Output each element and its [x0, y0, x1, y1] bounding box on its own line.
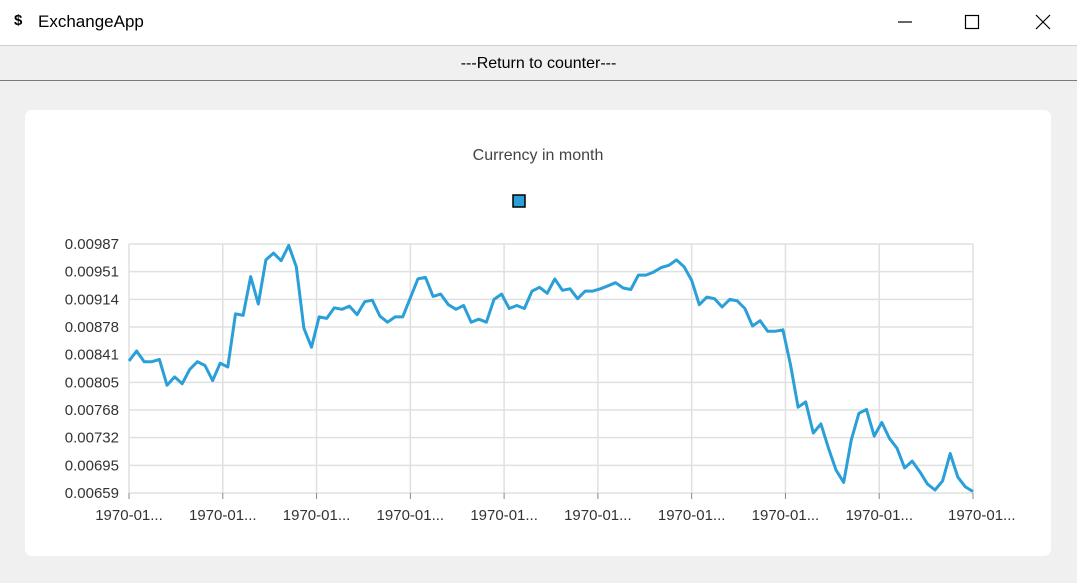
x-tick-label: 1970-01...	[658, 507, 726, 524]
chart-grid	[128, 243, 974, 499]
y-axis-ticks: 0.00987 0.00951 0.00914 0.00878 0.00841 0.008…	[65, 236, 119, 502]
minimize-button[interactable]	[882, 0, 928, 45]
x-axis-ticks: 1970-01... 1970-01... 1970-01... 1970-01...…	[95, 507, 1015, 524]
x-tick-label: 1970-01...	[564, 507, 632, 524]
chart-title: Currency in month	[473, 147, 604, 164]
x-tick-label: 1970-01...	[377, 507, 445, 524]
y-tick-label: 0.00695	[65, 457, 119, 474]
x-tick-label: 1970-01...	[189, 507, 257, 524]
window-title: ExchangeApp	[38, 12, 144, 31]
legend-marker[interactable]	[512, 194, 526, 208]
x-tick-label: 1970-01...	[845, 507, 913, 524]
y-tick-label: 0.00878	[65, 319, 119, 336]
y-tick-label: 0.00987	[65, 236, 119, 253]
maximize-button[interactable]	[949, 0, 995, 45]
dollar-icon: $	[14, 12, 23, 29]
y-tick-label: 0.00768	[65, 402, 119, 419]
x-tick-label: 1970-01...	[95, 507, 163, 524]
y-tick-label: 0.00951	[65, 264, 119, 281]
close-icon	[1035, 14, 1051, 30]
x-tick-label: 1970-01...	[283, 507, 351, 524]
currency-line-chart: Currency in month 0.009870.009510.009140…	[65, 147, 1016, 524]
return-to-counter-button[interactable]: ---Return to counter---	[0, 45, 1077, 81]
x-tick-label: 1970-01...	[752, 507, 820, 524]
maximize-icon	[964, 14, 980, 30]
y-tick-label: 0.00659	[65, 485, 119, 502]
y-tick-label: 0.00732	[65, 430, 119, 447]
x-tick-label: 1970-01...	[470, 507, 538, 524]
title-bar: $ ExchangeApp	[0, 0, 1077, 45]
close-button[interactable]	[1020, 0, 1066, 45]
y-tick-label: 0.00805	[65, 374, 119, 391]
chart-card: Currency in month 0.00987 0.00951 0.00914 0…	[25, 110, 1051, 556]
y-tick-label: 0.00914	[65, 291, 119, 308]
minimize-icon	[898, 21, 912, 23]
series-line[interactable]	[127, 244, 974, 493]
series-layer	[127, 244, 974, 493]
y-tick-label: 0.00841	[65, 347, 119, 364]
x-tick-label: 1970-01...	[948, 507, 1016, 524]
